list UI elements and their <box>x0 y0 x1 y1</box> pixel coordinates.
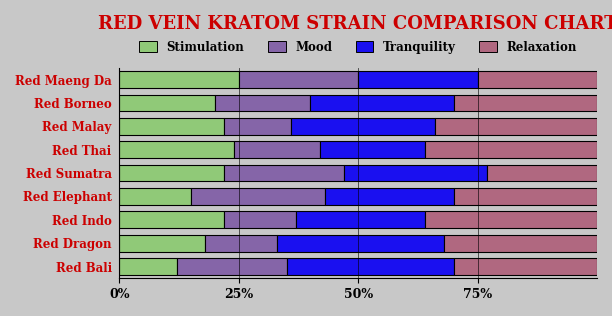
Bar <box>119 165 225 181</box>
Bar <box>477 71 597 88</box>
Bar <box>119 71 239 88</box>
Bar <box>206 235 277 252</box>
Bar <box>358 71 477 88</box>
Bar <box>344 165 487 181</box>
Bar <box>119 188 191 205</box>
Bar <box>239 71 358 88</box>
Legend: Stimulation, Mood, Tranquility, Relaxation: Stimulation, Mood, Tranquility, Relaxati… <box>135 36 581 58</box>
Bar <box>425 211 597 228</box>
Bar <box>291 118 435 135</box>
Bar <box>119 141 234 158</box>
Bar <box>310 94 453 111</box>
Bar <box>286 258 453 275</box>
Bar <box>119 211 225 228</box>
Bar <box>487 165 597 181</box>
Bar <box>453 188 597 205</box>
Bar <box>119 118 225 135</box>
Bar <box>435 118 597 135</box>
Bar <box>320 141 425 158</box>
Bar <box>296 211 425 228</box>
Bar <box>277 235 444 252</box>
Bar <box>325 188 453 205</box>
Bar <box>119 94 215 111</box>
Bar <box>444 235 597 252</box>
Bar <box>234 141 320 158</box>
Title: RED VEIN KRATOM STRAIN COMPARISON CHART: RED VEIN KRATOM STRAIN COMPARISON CHART <box>99 15 612 33</box>
Bar <box>425 141 597 158</box>
Bar <box>119 258 177 275</box>
Bar <box>191 188 325 205</box>
Bar <box>453 94 597 111</box>
Bar <box>225 211 296 228</box>
Bar <box>215 94 310 111</box>
Bar <box>453 258 597 275</box>
Bar <box>225 165 344 181</box>
Bar <box>119 235 206 252</box>
Bar <box>225 118 291 135</box>
Bar <box>177 258 286 275</box>
